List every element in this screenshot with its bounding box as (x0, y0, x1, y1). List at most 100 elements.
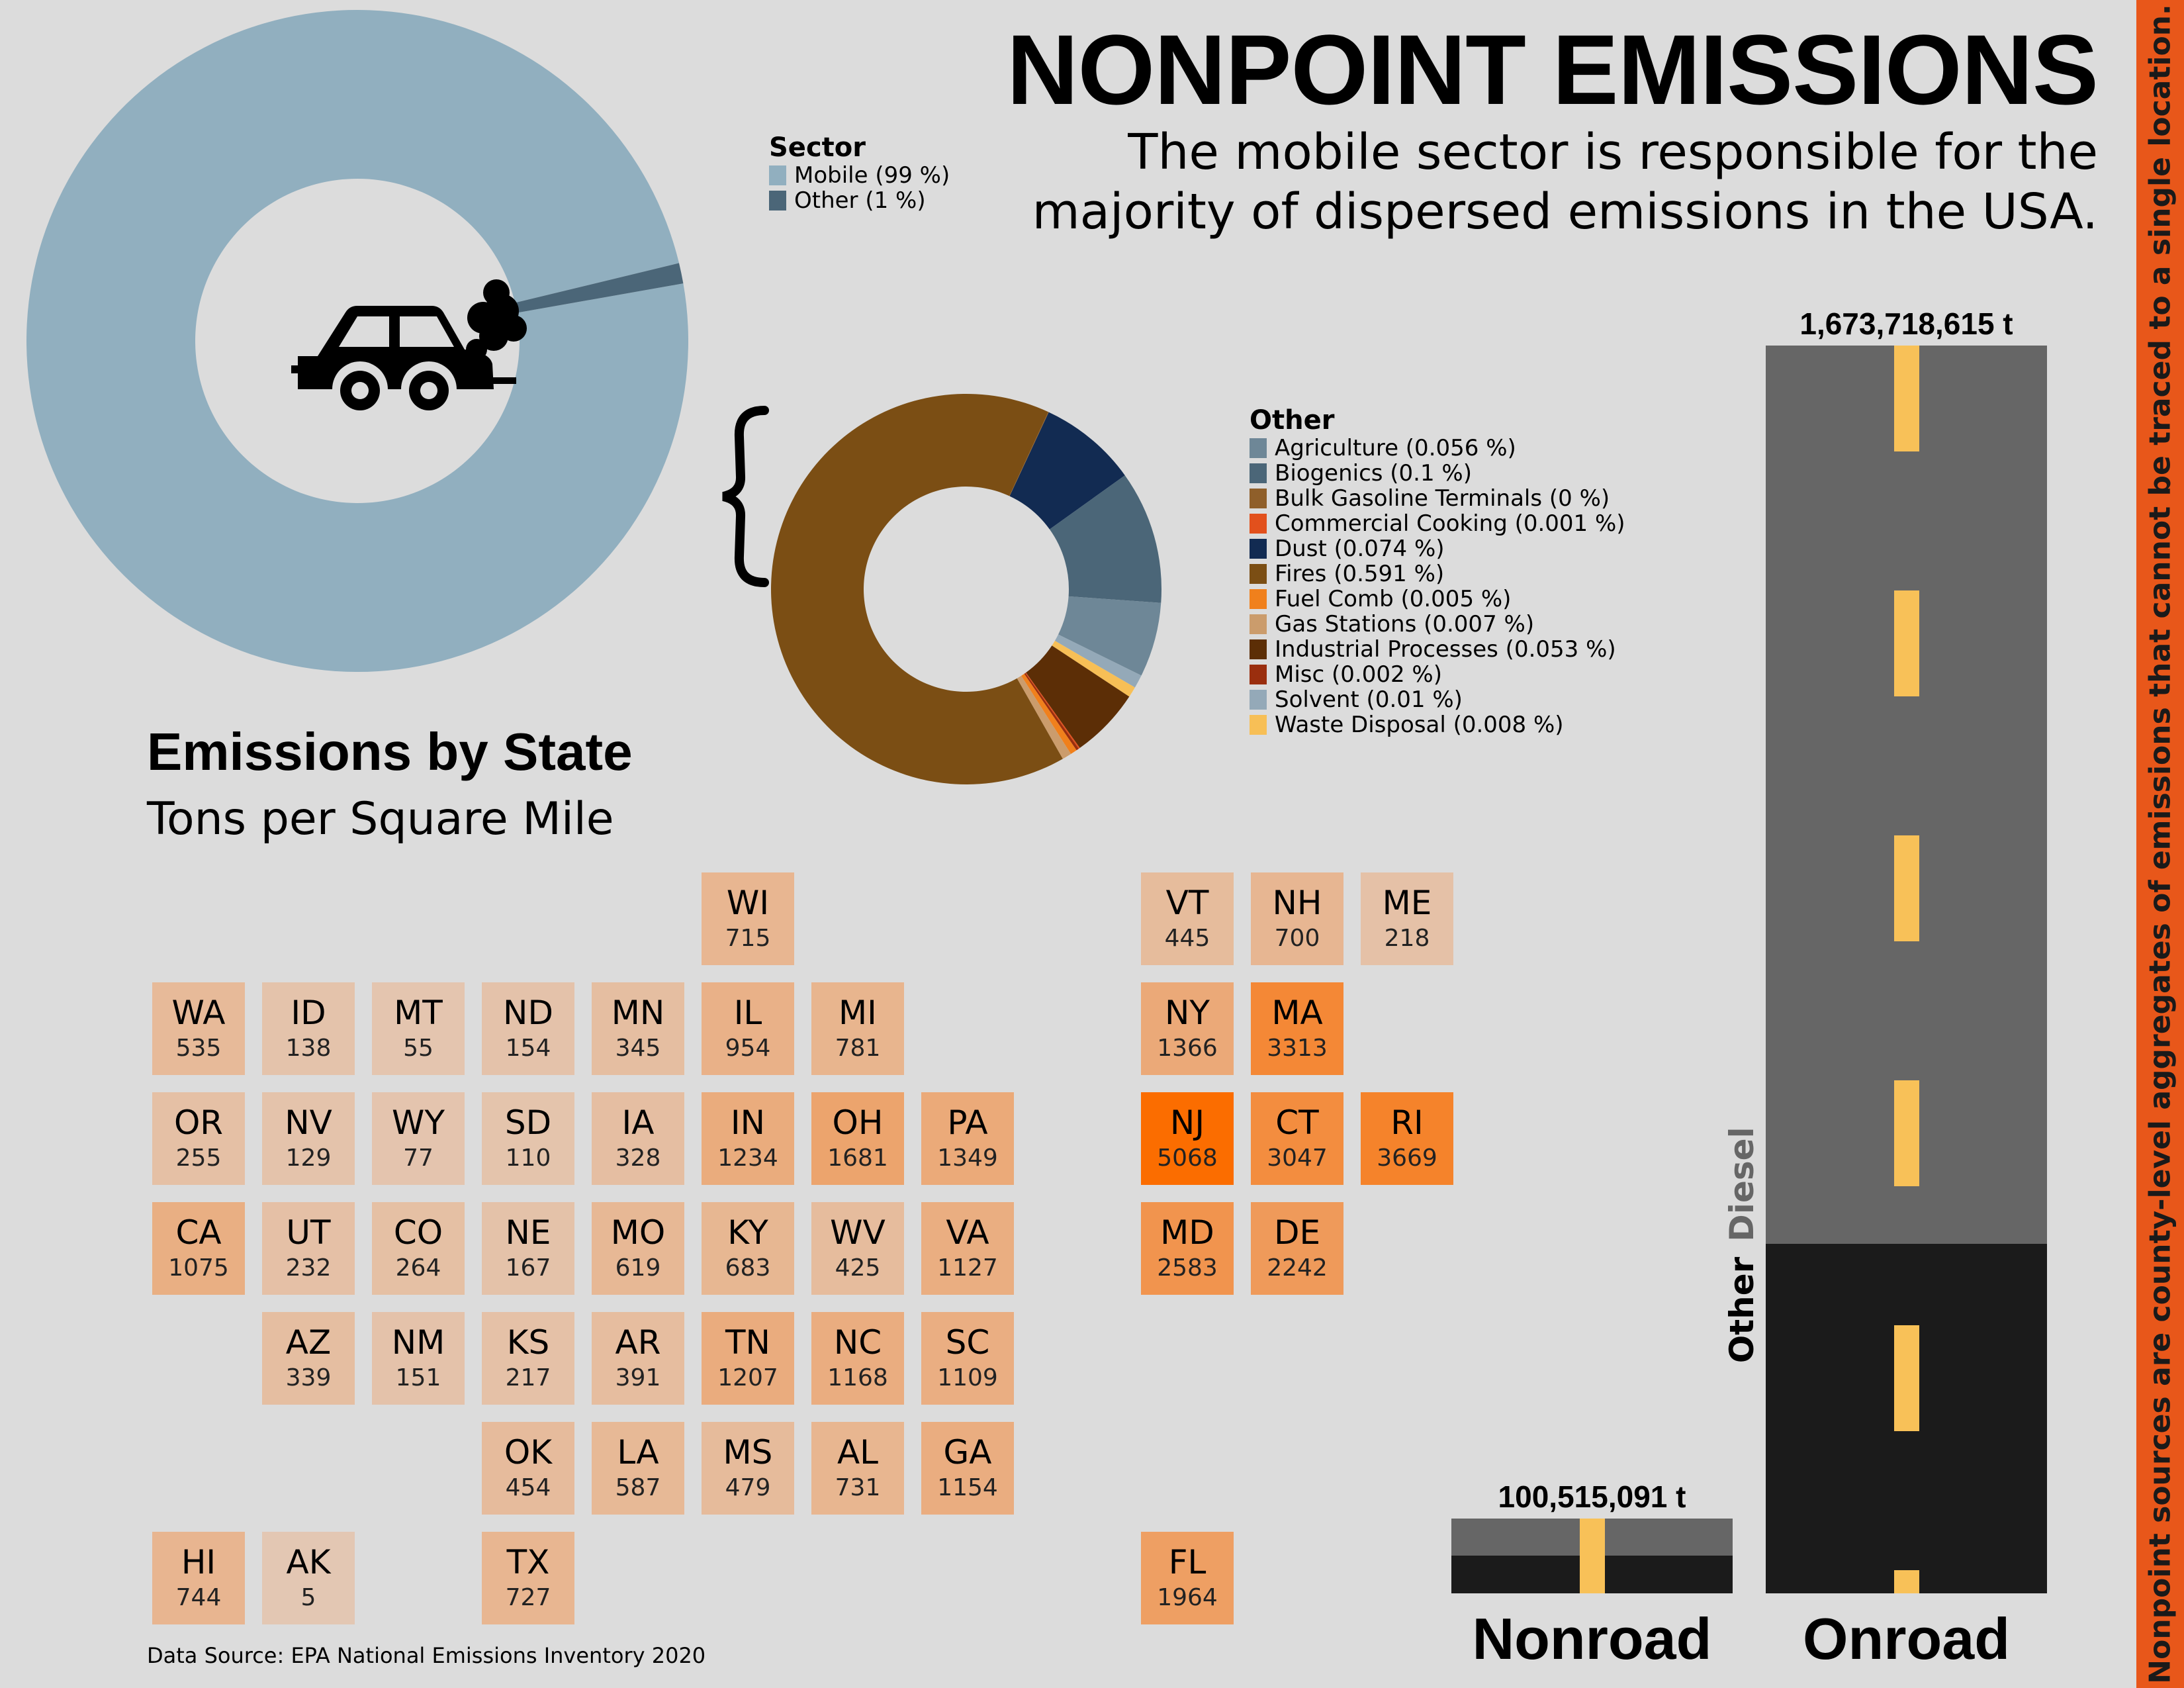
state-abbr: LA (617, 1433, 659, 1472)
other-legend-item-misc: Misc (0.002 %) (1250, 662, 1625, 687)
state-abbr: IA (621, 1103, 655, 1142)
state-tile-fl: FL 1964 (1141, 1532, 1234, 1624)
state-tile-de: DE 2242 (1251, 1202, 1343, 1295)
state-tile-wv: WV 425 (811, 1202, 904, 1295)
other-slice-solvent (1054, 634, 1142, 688)
legend-swatch (1250, 639, 1267, 659)
other-legend-title: Other (1250, 405, 1335, 436)
state-map-title: Emissions by State (147, 722, 633, 781)
state-value: 328 (615, 1145, 661, 1172)
state-value: 619 (615, 1254, 661, 1282)
state-abbr: TN (725, 1323, 770, 1362)
state-value: 1075 (168, 1254, 229, 1282)
other-slice-bulk-gasoline-terminals (1009, 412, 1049, 496)
state-tile-ri: RI 3669 (1361, 1092, 1453, 1185)
state-tile-la: LA 587 (592, 1422, 684, 1515)
state-tile-az: AZ 339 (262, 1312, 355, 1405)
state-value: 5068 (1157, 1145, 1218, 1172)
state-value: 218 (1384, 925, 1430, 952)
state-value: 715 (725, 925, 771, 952)
state-value: 1207 (717, 1364, 778, 1391)
state-value: 535 (175, 1035, 222, 1062)
other-slice-commercial-cooking (1025, 673, 1080, 749)
other-legend-item-solvent: Solvent (0.01 %) (1250, 687, 1625, 712)
state-tile-wy: WY 77 (372, 1092, 465, 1185)
other-donut-chart (771, 393, 1161, 784)
state-value: 1234 (717, 1145, 778, 1172)
stack-label-other: Other (1723, 1256, 1761, 1364)
state-abbr: NH (1272, 884, 1322, 922)
exhaust-smoke-icon (466, 279, 527, 360)
state-tile-al: AL 731 (811, 1422, 904, 1515)
state-value: 1349 (937, 1145, 998, 1172)
state-tile-nd: ND 154 (482, 982, 574, 1075)
state-value: 454 (505, 1474, 551, 1501)
state-abbr: NM (391, 1323, 445, 1362)
state-tile-me: ME 218 (1361, 872, 1453, 965)
legend-swatch (1250, 463, 1267, 483)
other-legend-item-agriculture: Agriculture (0.056 %) (1250, 436, 1625, 461)
car-icon (291, 306, 516, 410)
state-abbr: OH (832, 1103, 884, 1142)
state-abbr: WY (392, 1103, 445, 1142)
other-slice-fires (771, 393, 1063, 784)
state-abbr: ID (291, 994, 326, 1032)
state-value: 2242 (1267, 1254, 1328, 1282)
state-tile-or: OR 255 (152, 1092, 245, 1185)
legend-swatch (1250, 665, 1267, 684)
state-value: 781 (835, 1035, 881, 1062)
other-slice-industrial-processes (1026, 645, 1130, 748)
state-value: 264 (395, 1254, 441, 1282)
state-tile-sc: SC 1109 (921, 1312, 1014, 1405)
sector-legend-item-other: Other (1 %) (769, 188, 950, 213)
state-value: 2583 (1157, 1254, 1218, 1282)
other-slice-misc (1024, 673, 1079, 751)
state-abbr: KS (506, 1323, 550, 1362)
state-value: 1127 (937, 1254, 998, 1282)
state-abbr: SC (945, 1323, 990, 1362)
sector-legend-item-mobile: Mobile (99 %) (769, 163, 950, 188)
state-value: 3313 (1267, 1035, 1328, 1062)
state-tile-tn: TN 1207 (702, 1312, 794, 1405)
other-legend-item-bulk-gasoline-terminals: Bulk Gasoline Terminals (0 %) (1250, 486, 1625, 511)
state-abbr: IL (733, 994, 762, 1032)
sector-slice-other (515, 263, 684, 313)
legend-label: Mobile (99 %) (794, 162, 950, 189)
state-abbr: MT (394, 994, 443, 1032)
state-tile-ks: KS 217 (482, 1312, 574, 1405)
state-value: 727 (505, 1584, 551, 1611)
state-abbr: CT (1275, 1103, 1319, 1142)
state-tile-ny: NY 1366 (1141, 982, 1234, 1075)
state-tile-oh: OH 1681 (811, 1092, 904, 1185)
state-value: 255 (175, 1145, 222, 1172)
state-value: 151 (395, 1364, 441, 1391)
other-legend: Other Agriculture (0.056 %) Biogenics (0.… (1250, 405, 1625, 737)
state-value: 55 (403, 1035, 433, 1062)
legend-label: Commercial Cooking (0.001 %) (1275, 510, 1625, 537)
state-abbr: NY (1165, 994, 1210, 1032)
legend-swatch (769, 191, 786, 211)
state-abbr: MD (1160, 1213, 1214, 1252)
state-value: 3669 (1377, 1145, 1437, 1172)
state-abbr: WV (830, 1213, 886, 1252)
state-abbr: FL (1168, 1543, 1206, 1581)
state-abbr: ME (1382, 884, 1432, 922)
other-legend-item-dust: Dust (0.074 %) (1250, 536, 1625, 561)
state-value: 391 (615, 1364, 661, 1391)
state-abbr: AZ (285, 1323, 332, 1362)
state-abbr: DE (1273, 1213, 1321, 1252)
legend-swatch (769, 165, 786, 185)
legend-swatch (1250, 715, 1267, 735)
legend-swatch (1250, 539, 1267, 559)
state-value: 1154 (937, 1474, 998, 1501)
legend-label: Industrial Processes (0.053 %) (1275, 636, 1616, 663)
legend-swatch (1250, 489, 1267, 508)
state-tile-ca: CA 1075 (152, 1202, 245, 1295)
state-value: 744 (175, 1584, 222, 1611)
other-legend-item-industrial-processes: Industrial Processes (0.053 %) (1250, 637, 1625, 662)
state-abbr: OK (504, 1433, 553, 1472)
state-abbr: OR (173, 1103, 224, 1142)
state-tile-hi: HI 744 (152, 1532, 245, 1624)
state-tile-mn: MN 345 (592, 982, 684, 1075)
state-abbr: MA (1271, 994, 1323, 1032)
